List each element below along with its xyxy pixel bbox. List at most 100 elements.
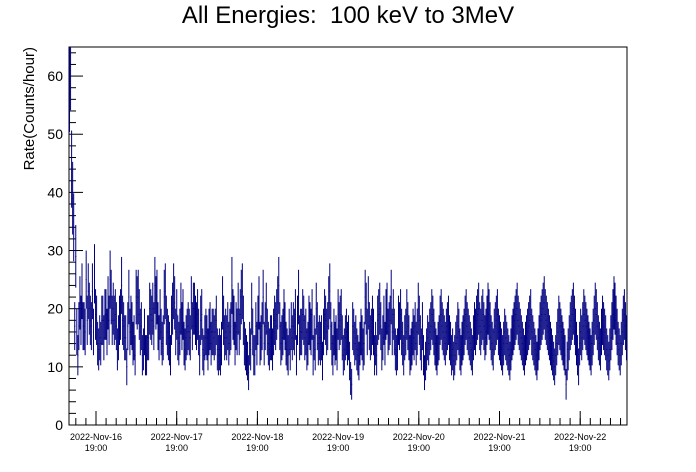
data-point bbox=[383, 295, 385, 345]
data-point bbox=[362, 328, 364, 371]
data-point bbox=[459, 328, 461, 371]
data-point bbox=[375, 321, 377, 366]
data-point bbox=[115, 302, 117, 351]
data-point bbox=[96, 295, 98, 345]
data-point bbox=[489, 302, 491, 351]
data-point bbox=[597, 315, 599, 361]
data-point bbox=[546, 302, 548, 351]
data-point bbox=[303, 295, 305, 345]
data-point bbox=[226, 315, 228, 361]
data-point bbox=[182, 289, 184, 340]
data-point bbox=[291, 315, 293, 361]
data-point bbox=[582, 302, 584, 351]
data-point bbox=[365, 282, 367, 335]
data-point bbox=[606, 328, 608, 371]
data-point bbox=[602, 295, 604, 345]
data-point bbox=[440, 289, 442, 340]
data-point bbox=[560, 308, 562, 356]
data-point bbox=[219, 335, 221, 376]
data-point bbox=[593, 295, 595, 345]
data-point bbox=[151, 295, 153, 345]
data-point bbox=[243, 321, 245, 366]
data-point bbox=[352, 302, 354, 351]
data-point bbox=[292, 302, 294, 351]
data-point bbox=[394, 328, 396, 371]
data-point bbox=[336, 328, 338, 371]
data-point bbox=[428, 321, 430, 366]
data-point bbox=[212, 308, 214, 356]
data-point bbox=[147, 315, 149, 361]
data-point bbox=[99, 315, 101, 361]
data-point bbox=[256, 321, 258, 366]
data-point bbox=[327, 302, 329, 351]
data-point bbox=[548, 315, 550, 361]
data-point bbox=[468, 315, 470, 361]
data-point bbox=[277, 276, 279, 330]
data-point bbox=[334, 321, 336, 366]
data-point bbox=[465, 289, 467, 340]
data-point bbox=[295, 335, 297, 376]
data-point bbox=[177, 315, 179, 361]
data-point bbox=[77, 335, 79, 376]
data-point bbox=[510, 328, 512, 371]
data-point bbox=[461, 321, 463, 366]
data-point bbox=[358, 341, 360, 381]
data-point bbox=[399, 302, 401, 351]
data-point bbox=[552, 335, 554, 376]
data-point bbox=[609, 328, 611, 371]
data-point bbox=[584, 295, 586, 345]
data-point bbox=[434, 321, 436, 366]
data-point bbox=[623, 289, 625, 340]
data-point bbox=[302, 289, 304, 340]
data-point bbox=[340, 289, 342, 340]
data-point bbox=[360, 308, 362, 356]
data-point bbox=[448, 315, 451, 361]
data-point bbox=[165, 295, 167, 345]
data-point bbox=[405, 308, 407, 356]
data-point bbox=[294, 289, 296, 340]
data-point bbox=[496, 289, 498, 340]
data-point bbox=[114, 289, 116, 340]
data-point bbox=[286, 328, 288, 371]
data-point bbox=[563, 328, 565, 371]
data-point bbox=[498, 315, 500, 361]
chart-title: All Energies: 100 keV to 3MeV bbox=[181, 2, 515, 29]
x-tick-date: 2022-Nov-16 bbox=[70, 432, 122, 442]
data-point bbox=[278, 256, 280, 314]
data-point bbox=[143, 308, 145, 356]
x-tick-date: 2022-Nov-22 bbox=[554, 432, 606, 442]
data-point bbox=[426, 328, 428, 371]
data-point bbox=[541, 289, 543, 340]
data-point bbox=[89, 295, 91, 345]
data-point bbox=[484, 315, 486, 361]
data-point bbox=[236, 308, 238, 356]
data-point bbox=[445, 308, 447, 356]
data-point bbox=[573, 295, 575, 345]
data-point bbox=[369, 315, 371, 361]
data-point bbox=[144, 335, 147, 376]
data-point bbox=[499, 321, 502, 366]
data-point bbox=[213, 315, 215, 361]
data-point bbox=[572, 282, 574, 335]
data-point bbox=[242, 295, 244, 345]
data-point bbox=[288, 308, 290, 356]
x-tick-time: 19:00 bbox=[408, 443, 431, 453]
y-tick-label: 30 bbox=[47, 243, 63, 259]
data-point bbox=[527, 308, 529, 356]
data-point bbox=[123, 302, 125, 351]
data-point bbox=[618, 328, 620, 371]
data-point bbox=[80, 295, 82, 345]
data-point bbox=[422, 335, 424, 376]
data-point bbox=[128, 269, 130, 325]
data-point bbox=[469, 321, 471, 366]
data-point bbox=[159, 289, 161, 340]
data-point bbox=[578, 348, 580, 386]
data-point bbox=[185, 315, 187, 361]
data-point bbox=[438, 315, 440, 361]
data-point bbox=[270, 315, 273, 361]
data-point bbox=[307, 321, 309, 366]
data-point bbox=[167, 315, 169, 361]
data-point bbox=[479, 302, 481, 351]
data-point bbox=[389, 295, 391, 345]
data-point bbox=[497, 308, 499, 356]
